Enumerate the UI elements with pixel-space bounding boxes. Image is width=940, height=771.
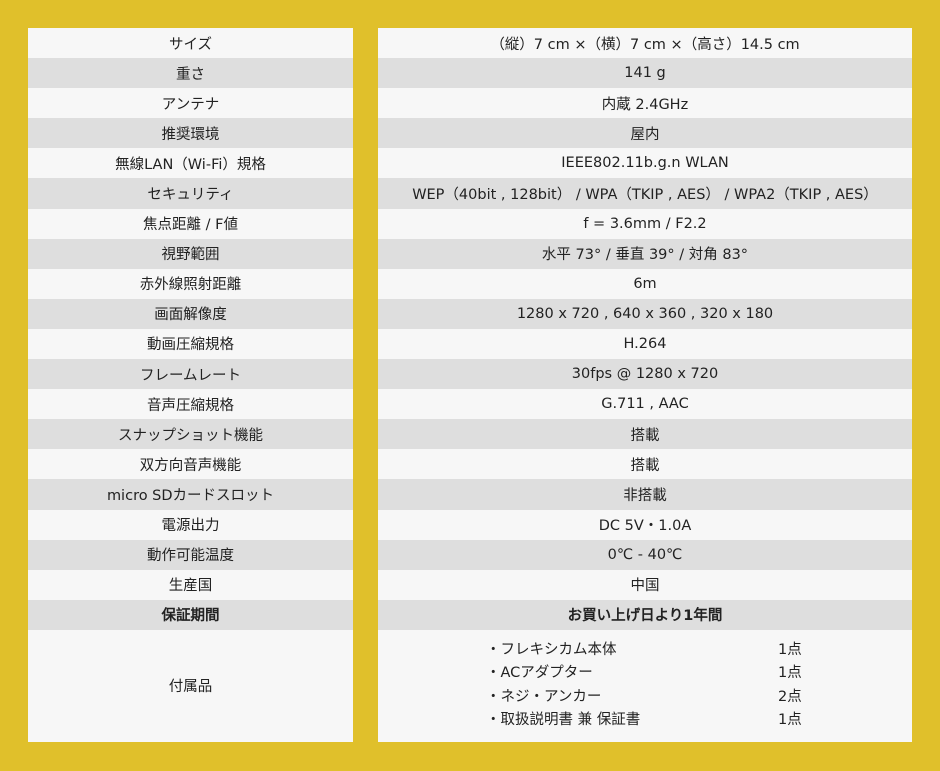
accessory-item: ・ネジ・アンカー 2点 bbox=[486, 685, 806, 708]
accessory-item: ・フレキシカム本体 1点 bbox=[486, 638, 806, 661]
accessory-item: ・取扱説明書 兼 保証書 1点 bbox=[486, 708, 806, 731]
accessory-name: ・フレキシカム本体 bbox=[486, 641, 617, 658]
spec-label: 推奨環境 bbox=[28, 118, 353, 149]
spec-label: 無線LAN（Wi-Fi）規格 bbox=[28, 148, 353, 179]
accessory-qty: 2点 bbox=[778, 688, 802, 705]
spec-value: 1280 x 720 , 640 x 360 , 320 x 180 bbox=[378, 298, 912, 329]
spec-label: 生産国 bbox=[28, 569, 353, 600]
accessories-label: 付属品 bbox=[28, 629, 353, 742]
spec-label: 赤外線照射距離 bbox=[28, 268, 353, 299]
spec-value: 搭載 bbox=[378, 449, 912, 480]
spec-label: 保証期間 bbox=[28, 599, 353, 630]
accessory-item: ・ACアダプター 1点 bbox=[486, 661, 806, 684]
spec-label: アンテナ bbox=[28, 88, 353, 119]
spec-value: お買い上げ日より1年間 bbox=[378, 599, 912, 630]
accessory-qty: 1点 bbox=[778, 665, 802, 682]
spec-label: 画面解像度 bbox=[28, 298, 353, 329]
spec-label: micro SDカードスロット bbox=[28, 479, 353, 510]
spec-label: 電源出力 bbox=[28, 509, 353, 540]
spec-label: サイズ bbox=[28, 28, 353, 59]
spec-label: スナップショット機能 bbox=[28, 419, 353, 450]
spec-label: 焦点距離 / F値 bbox=[28, 208, 353, 239]
spec-label: セキュリティ bbox=[28, 178, 353, 209]
accessories-list: ・フレキシカム本体 1点 ・ACアダプター 1点 ・ネジ・アンカー 2点 ・取扱説明書 兼 … bbox=[378, 629, 912, 742]
spec-value: 屋内 bbox=[378, 118, 912, 149]
spec-value: 6m bbox=[378, 268, 912, 299]
spec-value: 30fps @ 1280 x 720 bbox=[378, 359, 912, 390]
spec-value: DC 5V・1.0A bbox=[378, 509, 912, 540]
spec-label: 動画圧縮規格 bbox=[28, 328, 353, 360]
spec-values-column: （縦）7 cm ×（横）7 cm ×（高さ）14.5 cm 141 g 内蔵 2.4… bbox=[378, 28, 912, 742]
spec-value: （縦）7 cm ×（横）7 cm ×（高さ）14.5 cm bbox=[378, 28, 912, 59]
accessory-qty: 1点 bbox=[778, 712, 802, 729]
spec-label: 重さ bbox=[28, 58, 353, 89]
spec-label: 視野範囲 bbox=[28, 238, 353, 269]
spec-label: 双方向音声機能 bbox=[28, 449, 353, 480]
spec-value: 中国 bbox=[378, 569, 912, 600]
spec-value: 141 g bbox=[378, 58, 912, 89]
spec-label: 音声圧縮規格 bbox=[28, 389, 353, 420]
spec-value: H.264 bbox=[378, 328, 912, 360]
spec-value: 非搭載 bbox=[378, 479, 912, 510]
spec-value: 内蔵 2.4GHz bbox=[378, 88, 912, 119]
accessory-name: ・取扱説明書 兼 保証書 bbox=[486, 712, 641, 729]
spec-value: 0℃ - 40℃ bbox=[378, 539, 912, 570]
spec-value: 搭載 bbox=[378, 419, 912, 450]
spec-label: フレームレート bbox=[28, 359, 353, 390]
accessory-name: ・ACアダプター bbox=[486, 665, 593, 682]
spec-value: IEEE802.11b.g.n WLAN bbox=[378, 148, 912, 179]
accessory-name: ・ネジ・アンカー bbox=[486, 688, 602, 705]
spec-value: G.711 , AAC bbox=[378, 389, 912, 420]
spec-label: 動作可能温度 bbox=[28, 539, 353, 570]
spec-value: WEP（40bit , 128bit） / WPA（TKIP , AES） / … bbox=[378, 178, 912, 209]
accessory-qty: 1点 bbox=[778, 641, 802, 658]
spec-value: f = 3.6mm / F2.2 bbox=[378, 208, 912, 239]
spec-labels-column: サイズ 重さ アンテナ 推奨環境 無線LAN（Wi-Fi）規格 セキュリティ 焦点距離 / … bbox=[28, 28, 353, 742]
spec-value: 水平 73° / 垂直 39° / 対角 83° bbox=[378, 238, 912, 269]
